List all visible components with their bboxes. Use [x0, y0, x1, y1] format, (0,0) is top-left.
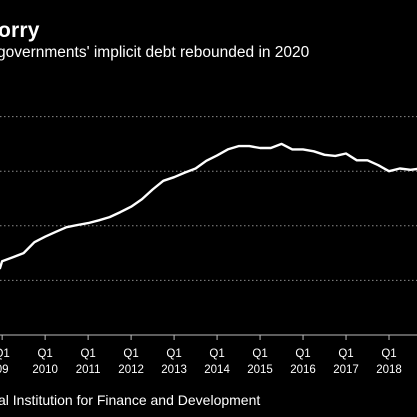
x-tick-quarter-label: Q1: [295, 348, 310, 360]
x-axis-ticks: Q1 09 Q1 2010 Q1 2011 Q1 2012 Q1 2013 Q1 2014 Q1 2015…: [0, 335, 402, 376]
x-tick-year-label: 2017: [333, 364, 359, 376]
gridlines: [0, 116, 417, 281]
x-tick-quarter-label: Q1: [166, 348, 181, 360]
x-tick-quarter-label: Q1: [80, 348, 95, 360]
x-tick-quarter-label: Q1: [37, 348, 52, 360]
chart-subheadline: governments' implicit debt rebounded in …: [0, 44, 310, 61]
x-tick-quarter-label: Q1: [381, 348, 396, 360]
source-note: al Institution for Finance and Developme…: [0, 392, 261, 408]
x-tick-year-label: 2018: [376, 364, 402, 376]
x-tick-year-label: 2014: [204, 364, 230, 376]
series-line: [0, 142, 417, 270]
x-tick-year-label: 2013: [161, 364, 187, 376]
x-tick-year-label: 2012: [118, 364, 144, 376]
x-tick-quarter-label: Q1: [123, 348, 138, 360]
x-tick-quarter-label: Q1: [252, 348, 267, 360]
x-tick-year-label: 09: [0, 364, 9, 376]
chart-headline: orry: [0, 19, 40, 42]
x-tick-year-label: 2015: [247, 364, 273, 376]
x-tick-year-label: 2016: [290, 364, 316, 376]
x-tick-year-label: 2010: [32, 364, 58, 376]
x-tick-year-label: 2011: [76, 364, 101, 376]
x-tick-quarter-label: Q1: [209, 348, 224, 360]
x-tick-quarter-label: Q1: [0, 348, 10, 360]
x-tick-quarter-label: Q1: [338, 348, 353, 360]
